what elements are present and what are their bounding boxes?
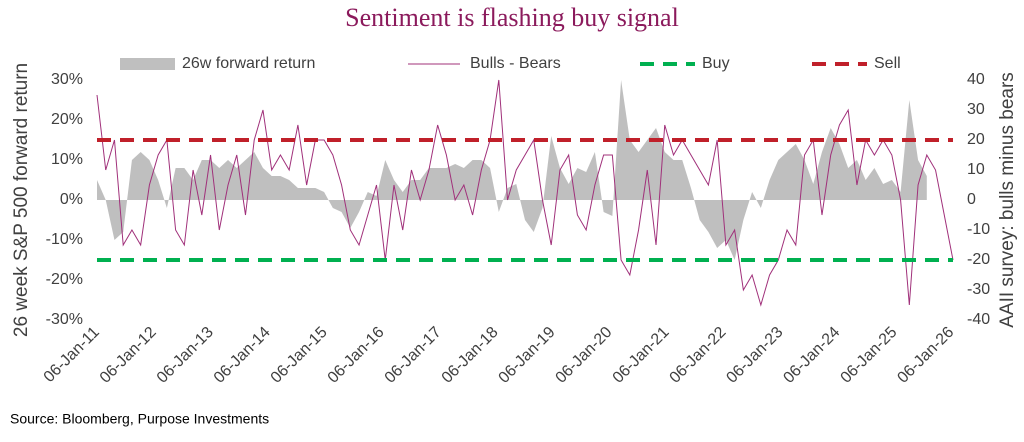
- y2-tick-label: 0: [967, 191, 976, 208]
- y-tick-label: -20%: [46, 271, 83, 288]
- y2-tick-label: -30: [967, 281, 990, 298]
- y-tick-label: 0%: [60, 191, 83, 208]
- y-axis-title: 26 week S&P 500 forward return: [11, 63, 32, 337]
- x-tick-label: 06-Jan-20: [553, 324, 616, 387]
- y-tick-label: 20%: [51, 111, 83, 128]
- y2-tick-label: 10: [967, 161, 985, 178]
- legend-label: 26w forward return: [182, 55, 315, 72]
- y2-tick-label: -10: [967, 221, 990, 238]
- x-tick-label: 06-Jan-24: [780, 324, 843, 387]
- x-tick-label: 06-Jan-26: [894, 324, 957, 387]
- y-tick-label: 30%: [51, 71, 83, 88]
- y2-tick-label: 20: [967, 131, 985, 148]
- x-tick-label: 06-Jan-21: [610, 324, 673, 387]
- x-tick-label: 06-Jan-25: [838, 324, 901, 387]
- bulls-bears-line: [96, 79, 954, 307]
- y2-tick-label: 40: [967, 71, 985, 88]
- legend-label: Buy: [702, 55, 730, 72]
- y2-tick-label: -40: [967, 311, 990, 328]
- legend-label: Bulls - Bears: [470, 55, 561, 72]
- y-tick-label: -30%: [46, 311, 83, 328]
- x-tick-label: 06-Jan-14: [211, 324, 274, 387]
- legend-swatch: [120, 58, 175, 70]
- y2-tick-label: 30: [967, 101, 985, 118]
- x-tick-label: 06-Jan-13: [154, 324, 217, 387]
- legend-label: Sell: [874, 55, 901, 72]
- x-tick-label: 06-Jan-16: [325, 324, 388, 387]
- y-tick-label: -10%: [46, 231, 83, 248]
- y2-tick-label: -20: [967, 251, 990, 268]
- forward-return-area: [97, 80, 927, 260]
- source-note: Source: Bloomberg, Purpose Investments: [10, 411, 269, 427]
- y-tick-label: 10%: [51, 151, 83, 168]
- x-tick-label: 06-Jan-17: [382, 324, 445, 387]
- x-tick-label: 06-Jan-15: [268, 324, 331, 387]
- chart-title: Sentiment is flashing buy signal: [345, 3, 679, 32]
- x-tick-label: 06-Jan-18: [439, 324, 502, 387]
- x-tick-label: 06-Jan-11: [41, 324, 103, 386]
- y2-axis-title: AAII survey: bulls minus bears: [997, 72, 1018, 328]
- x-tick-label: 06-Jan-23: [723, 324, 786, 387]
- x-tick-label: 06-Jan-22: [667, 324, 730, 387]
- x-tick-label: 06-Jan-19: [496, 324, 559, 387]
- x-tick-label: 06-Jan-12: [97, 324, 160, 387]
